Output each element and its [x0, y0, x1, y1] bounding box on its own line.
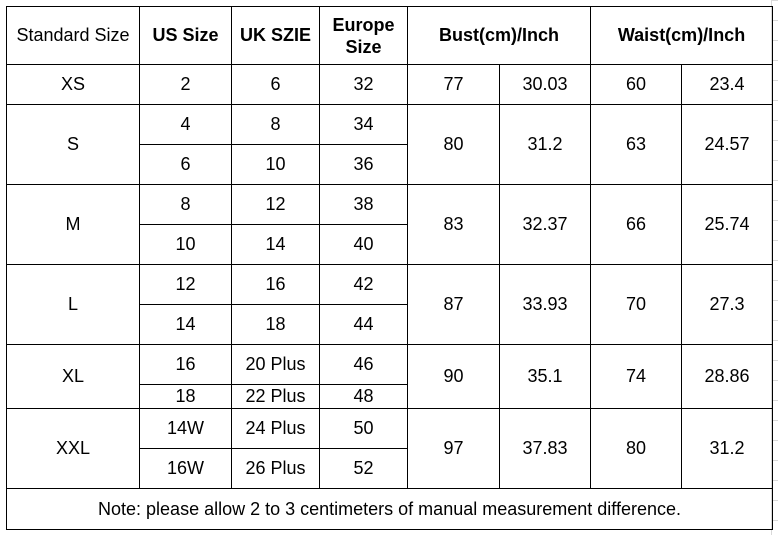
- table-row: 14 18 44: [7, 304, 773, 345]
- bust-cm-cell: 97: [407, 408, 500, 489]
- uk-size-cell: 12: [231, 184, 320, 225]
- standard-size-cell: M: [6, 184, 140, 265]
- header-waist: Waist(cm)/Inch: [590, 6, 774, 65]
- waist-cm-cell: 74: [590, 344, 683, 409]
- europe-size-cell: 32: [319, 64, 408, 105]
- waist-cm-cell: 70: [590, 264, 683, 345]
- europe-size-cell: 36: [319, 144, 408, 185]
- header-us-size: US Size: [139, 6, 232, 65]
- uk-size-cell: 10: [231, 144, 320, 185]
- table-row: L 12 16 42 87 33.93 70 27.3: [6, 264, 774, 345]
- bust-inch-cell: 37.83: [498, 408, 592, 489]
- us-size-cell: 14W: [139, 408, 232, 449]
- header-row: Standard Size US Size UK SZIE Europe Siz…: [6, 6, 774, 65]
- europe-size-cell: 38: [319, 184, 408, 225]
- bust-cm-cell: 80: [407, 104, 500, 185]
- uk-size-cell: 22 Plus: [231, 384, 320, 409]
- waist-inch-cell: 27.3: [681, 264, 774, 345]
- us-size-cell: 10: [139, 224, 232, 265]
- uk-size-cell: 16: [231, 264, 320, 305]
- us-size-cell: 6: [139, 144, 232, 185]
- standard-size-cell: XL: [6, 344, 140, 409]
- bust-inch-cell: 35.1: [498, 344, 592, 409]
- europe-size-cell: 48: [319, 384, 408, 409]
- uk-size-cell: 18: [231, 304, 320, 345]
- waist-inch-cell: 25.74: [681, 184, 774, 265]
- header-bust: Bust(cm)/Inch: [406, 6, 592, 65]
- note-row: Note: please allow 2 to 3 centimeters of…: [5, 488, 774, 530]
- uk-size-cell: 26 Plus: [231, 448, 320, 489]
- bust-inch-cell: 30.03: [498, 64, 592, 105]
- waist-inch-cell: 28.86: [681, 344, 774, 409]
- europe-size-cell: 40: [319, 224, 408, 265]
- us-size-cell: 14: [139, 304, 232, 345]
- standard-size-cell: S: [6, 104, 140, 185]
- us-size-cell: 16W: [139, 448, 232, 489]
- uk-size-cell: 14: [231, 224, 320, 265]
- header-europe-size: Europe Size: [319, 6, 408, 65]
- table-row: 10 14 40: [7, 224, 773, 265]
- header-standard-size: Standard Size: [6, 6, 140, 65]
- europe-size-cell: 52: [319, 448, 408, 489]
- uk-size-cell: 6: [231, 64, 320, 105]
- measurement-note: Note: please allow 2 to 3 centimeters of…: [5, 488, 774, 530]
- header-uk-size: UK SZIE: [231, 6, 320, 65]
- bust-inch-cell: 32.37: [498, 184, 592, 265]
- europe-size-cell: 42: [319, 264, 408, 305]
- bust-cm-cell: 83: [407, 184, 500, 265]
- us-size-cell: 12: [139, 264, 232, 305]
- bust-cm-cell: 77: [407, 64, 500, 105]
- table-row: S 4 8 34 80 31.2 63 24.57: [6, 104, 774, 185]
- waist-cm-cell: 60: [590, 64, 683, 105]
- uk-size-cell: 24 Plus: [231, 408, 320, 449]
- standard-size-cell: XXL: [6, 408, 140, 489]
- bust-inch-cell: 33.93: [498, 264, 592, 345]
- bust-cm-cell: 87: [407, 264, 500, 345]
- waist-inch-cell: 31.2: [681, 408, 774, 489]
- uk-size-cell: 20 Plus: [231, 344, 320, 385]
- europe-size-cell: 50: [319, 408, 408, 449]
- standard-size-cell: L: [6, 264, 140, 345]
- us-size-cell: 2: [139, 64, 232, 105]
- us-size-cell: 8: [139, 184, 232, 225]
- europe-size-cell: 44: [319, 304, 408, 345]
- table-row: XXL 14W 24 Plus 50 97 37.83 80 31.2: [6, 408, 774, 489]
- waist-cm-cell: 80: [590, 408, 683, 489]
- table-row: XL 16 20 Plus 46 90 35.1 74 28.86: [6, 344, 774, 409]
- waist-inch-cell: 23.4: [681, 64, 774, 105]
- us-size-cell: 4: [139, 104, 232, 145]
- table-row: XS 2 6 32 77 30.03 60 23.4: [6, 64, 774, 105]
- uk-size-cell: 8: [231, 104, 320, 145]
- bust-cm-cell: 90: [407, 344, 500, 409]
- waist-inch-cell: 24.57: [681, 104, 774, 185]
- europe-size-cell: 46: [319, 344, 408, 385]
- standard-size-cell: XS: [6, 64, 140, 105]
- europe-size-cell: 34: [319, 104, 408, 145]
- size-chart-table: Standard Size US Size UK SZIE Europe Siz…: [5, 6, 774, 530]
- bust-inch-cell: 31.2: [498, 104, 592, 185]
- table-row: M 8 12 38 83 32.37 66 25.74: [6, 184, 774, 265]
- us-size-cell: 16: [139, 344, 232, 385]
- waist-cm-cell: 66: [590, 184, 683, 265]
- waist-cm-cell: 63: [590, 104, 683, 185]
- table-row: 6 10 36: [7, 144, 773, 185]
- us-size-cell: 18: [139, 384, 232, 409]
